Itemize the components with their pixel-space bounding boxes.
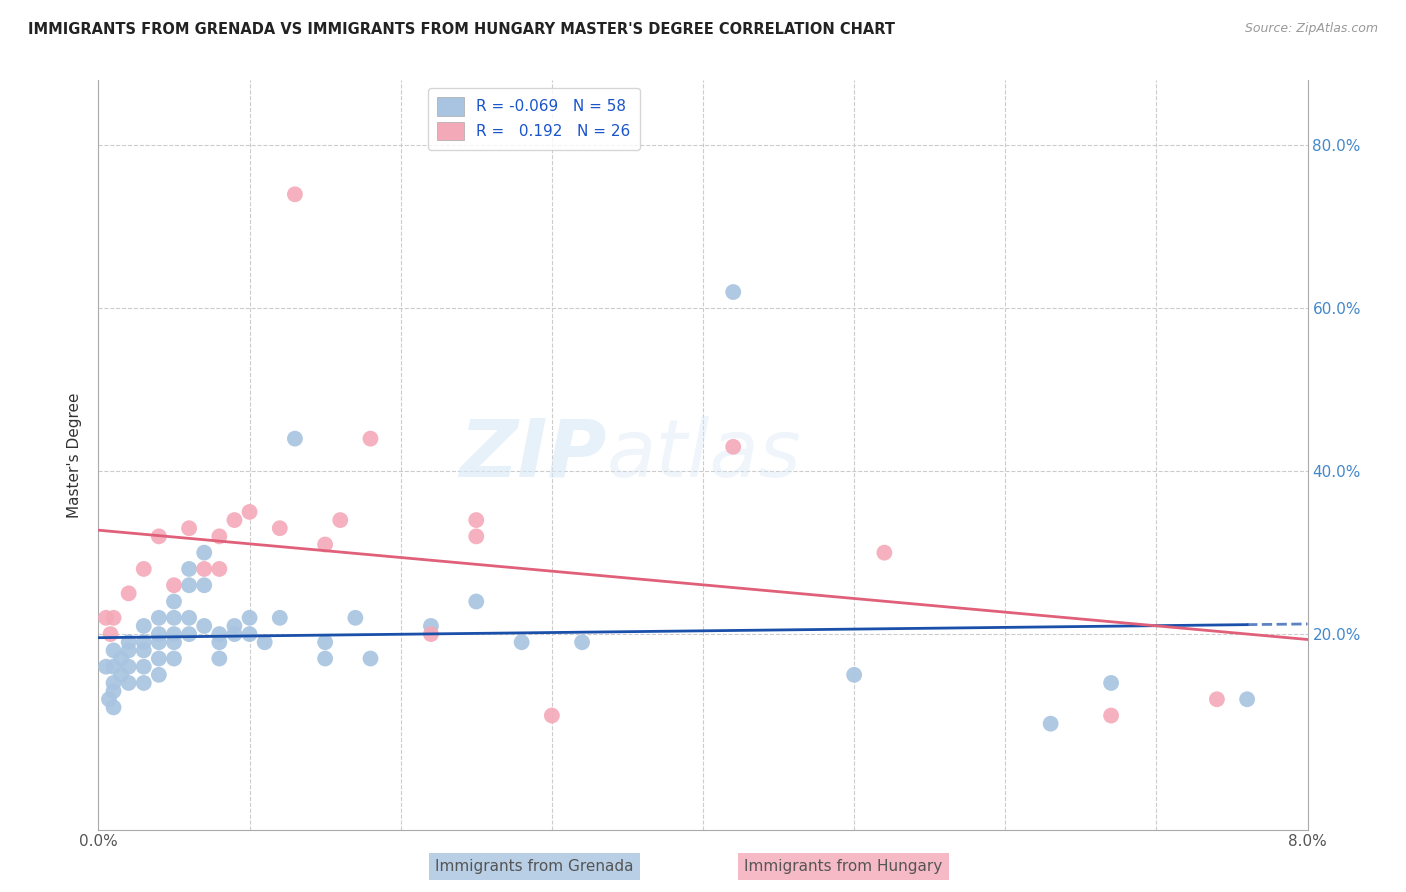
Point xyxy=(132,676,155,690)
Point xyxy=(179,627,201,641)
Point xyxy=(1099,676,1122,690)
Point xyxy=(224,619,246,633)
Point xyxy=(239,611,262,625)
Text: IMMIGRANTS FROM GRENADA VS IMMIGRANTS FROM HUNGARY MASTER'S DEGREE CORRELATION C: IMMIGRANTS FROM GRENADA VS IMMIGRANTS FR… xyxy=(28,22,896,37)
Point xyxy=(179,521,201,535)
Point xyxy=(132,635,155,649)
Point xyxy=(100,627,122,641)
Legend: R = -0.069   N = 58, R =   0.192   N = 26: R = -0.069 N = 58, R = 0.192 N = 26 xyxy=(427,88,640,150)
Point xyxy=(148,627,170,641)
Point xyxy=(510,635,533,649)
Point xyxy=(132,643,155,657)
Point xyxy=(103,676,125,690)
Point xyxy=(224,627,246,641)
Point xyxy=(253,635,276,649)
Point xyxy=(118,659,141,673)
Point xyxy=(1099,708,1122,723)
Point xyxy=(110,651,132,665)
Point xyxy=(193,562,215,576)
Point xyxy=(284,432,307,446)
Text: Immigrants from Hungary: Immigrants from Hungary xyxy=(744,859,943,874)
Point xyxy=(208,627,231,641)
Point xyxy=(98,692,121,706)
Text: atlas: atlas xyxy=(606,416,801,494)
Point xyxy=(163,611,186,625)
Point xyxy=(208,562,231,576)
Point xyxy=(360,651,382,665)
Point xyxy=(723,285,745,299)
Point xyxy=(723,440,745,454)
Point xyxy=(103,700,125,714)
Point xyxy=(132,659,155,673)
Point xyxy=(163,651,186,665)
Point xyxy=(163,627,186,641)
Point xyxy=(465,513,488,527)
Point xyxy=(344,611,367,625)
Point xyxy=(163,594,186,608)
Point xyxy=(1236,692,1258,706)
Point xyxy=(571,635,593,649)
Point xyxy=(103,643,125,657)
Point xyxy=(420,627,443,641)
Point xyxy=(193,619,215,633)
Point xyxy=(208,635,231,649)
Point xyxy=(314,537,336,551)
Point xyxy=(1206,692,1229,706)
Point xyxy=(110,668,132,682)
Point xyxy=(284,187,307,202)
Point xyxy=(103,659,125,673)
Point xyxy=(132,562,155,576)
Point xyxy=(94,659,117,673)
Point xyxy=(118,643,141,657)
Point xyxy=(239,505,262,519)
Point xyxy=(118,676,141,690)
Point xyxy=(465,594,488,608)
Point xyxy=(239,627,262,641)
Point xyxy=(1039,716,1062,731)
Point xyxy=(163,578,186,592)
Point xyxy=(179,611,201,625)
Point xyxy=(269,521,291,535)
Point xyxy=(360,432,382,446)
Point xyxy=(103,611,125,625)
Point xyxy=(420,619,443,633)
Point xyxy=(314,635,336,649)
Point xyxy=(540,708,562,723)
Point xyxy=(163,635,186,649)
Point xyxy=(465,529,488,543)
Point xyxy=(873,546,896,560)
Point xyxy=(118,635,141,649)
Point xyxy=(329,513,352,527)
Point xyxy=(94,611,117,625)
Y-axis label: Master's Degree: Master's Degree xyxy=(67,392,83,517)
Point xyxy=(103,684,125,698)
Point xyxy=(118,586,141,600)
Point xyxy=(193,546,215,560)
Point xyxy=(148,668,170,682)
Point xyxy=(224,513,246,527)
Point xyxy=(208,651,231,665)
Text: Immigrants from Grenada: Immigrants from Grenada xyxy=(434,859,634,874)
Point xyxy=(179,578,201,592)
Point xyxy=(208,529,231,543)
Text: Source: ZipAtlas.com: Source: ZipAtlas.com xyxy=(1244,22,1378,36)
Point xyxy=(148,611,170,625)
Text: ZIP: ZIP xyxy=(458,416,606,494)
Point xyxy=(132,619,155,633)
Point xyxy=(148,651,170,665)
Point xyxy=(179,562,201,576)
Point xyxy=(844,668,866,682)
Point xyxy=(269,611,291,625)
Point xyxy=(193,578,215,592)
Point xyxy=(148,635,170,649)
Point xyxy=(314,651,336,665)
Point xyxy=(148,529,170,543)
